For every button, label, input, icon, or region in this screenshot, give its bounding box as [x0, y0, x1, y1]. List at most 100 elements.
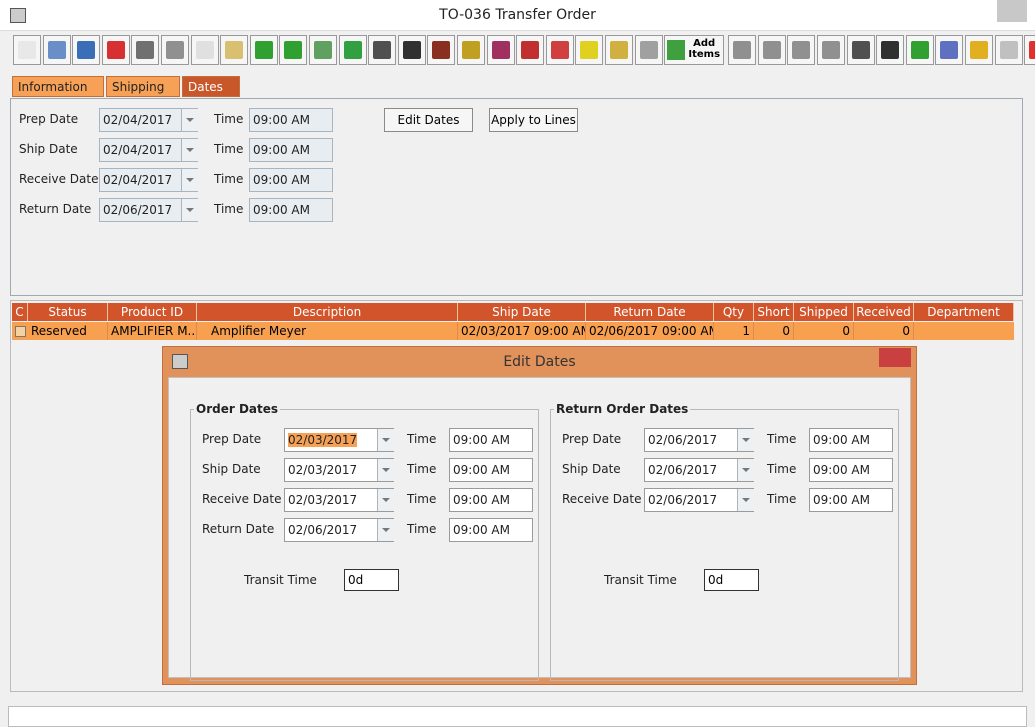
toolbar-icon [166, 41, 184, 59]
date-label: Return Date [202, 522, 275, 536]
date-field[interactable]: 02/03/2017 [284, 488, 394, 512]
time-label: Time [767, 462, 797, 476]
toolbar-icon [580, 41, 599, 59]
dialog-close[interactable] [879, 348, 911, 367]
time-field[interactable]: 09:00 AM [249, 108, 333, 132]
time-label: Time [214, 142, 244, 156]
toolbar-icon [225, 41, 244, 59]
column-header: Description [197, 303, 458, 321]
toolbar-icon [18, 41, 36, 59]
table-row[interactable] [12, 322, 1014, 340]
toolbar-icon [462, 41, 480, 59]
toolbar-icon [762, 41, 781, 59]
status-bar [8, 706, 1027, 727]
date-label: Prep Date [19, 112, 79, 126]
tab[interactable]: Information [12, 76, 104, 97]
date-label: Prep Date [202, 432, 262, 446]
toolbar-button[interactable] [634, 35, 663, 65]
dropdown-arrow[interactable] [377, 429, 394, 451]
time-label: Time [767, 432, 797, 446]
dropdown-arrow[interactable] [737, 489, 754, 511]
app-icon [10, 8, 26, 23]
table-cell: 0 [794, 322, 854, 340]
time-label: Time [407, 462, 437, 476]
date-field[interactable]: 02/06/2017 [644, 428, 754, 452]
toolbar-icon [999, 41, 1018, 59]
time-label: Time [214, 202, 244, 216]
column-header: C [12, 303, 28, 321]
table-cell: Reserved [28, 322, 108, 340]
time-label: Time [214, 172, 244, 186]
dropdown-arrow[interactable] [181, 169, 198, 191]
toolbar-icon [881, 41, 900, 59]
dropdown-arrow[interactable] [377, 489, 394, 511]
time-label: Time [407, 492, 437, 506]
tab[interactable]: Shipping [106, 76, 180, 97]
column-header: Status [28, 303, 108, 321]
toolbar-icon [136, 41, 155, 59]
time-label: Time [407, 432, 437, 446]
toolbar-icon [491, 41, 510, 59]
time-field[interactable]: 09:00 AM [249, 198, 333, 222]
time-field[interactable]: 09:00 AM [809, 488, 893, 512]
button[interactable]: Apply to Lines [489, 108, 578, 132]
toolbar-icon [373, 41, 392, 59]
toolbar-icon [77, 41, 96, 59]
table-cell: AMPLIFIER M... [108, 322, 197, 340]
dropdown-arrow[interactable] [181, 139, 198, 161]
time-field[interactable]: 09:00 AM [449, 488, 533, 512]
table-cell: 02/03/2017 09:00 AM [458, 322, 586, 340]
date-label: Prep Date [562, 432, 622, 446]
toolbar-icon [550, 41, 569, 59]
table-cell: 02/06/2017 09:00 AM [586, 322, 714, 340]
time-label: Time [214, 112, 244, 126]
date-field[interactable]: 02/06/2017 [644, 488, 754, 512]
column-header: Short [754, 303, 794, 321]
time-field[interactable]: 09:00 AM [449, 518, 533, 542]
row-checkbox[interactable] [15, 326, 26, 337]
column-header: Ship Date [458, 303, 586, 321]
close-button[interactable] [997, 0, 1027, 22]
toolbar-icon [402, 41, 421, 59]
dropdown-arrow[interactable] [737, 459, 754, 481]
dialog-title: Edit Dates [503, 354, 576, 370]
dropdown-arrow[interactable] [377, 459, 394, 481]
column-header: Received [854, 303, 914, 321]
column-header: Product ID [108, 303, 197, 321]
date-field[interactable]: 02/06/2017 [284, 518, 394, 542]
group-title: Return Order Dates [554, 402, 691, 416]
button[interactable]: Edit Dates [384, 108, 473, 132]
dropdown-arrow[interactable] [377, 519, 394, 541]
date-label: Ship Date [562, 462, 621, 476]
toolbar-button[interactable] [457, 35, 485, 65]
table-cell: Amplifier Meyer [197, 322, 458, 340]
toolbar-button[interactable] [13, 35, 41, 65]
date-label: Receive Date [19, 172, 99, 186]
date-field[interactable]: 02/03/2017 [284, 428, 394, 452]
dropdown-arrow[interactable] [737, 429, 754, 451]
dialog-close-x[interactable] [879, 348, 911, 367]
time-field[interactable]: 09:00 AM [249, 168, 333, 192]
toolbar-button[interactable] [338, 35, 367, 65]
title-bar [0, 0, 1035, 31]
toolbar-button[interactable] [486, 35, 515, 65]
time-label: Time [767, 492, 797, 506]
toolbar-icon [106, 41, 125, 59]
dropdown-arrow[interactable] [181, 199, 198, 221]
toolbar-button[interactable] [101, 35, 130, 65]
selection: 02/03/2017 [288, 433, 358, 447]
time-field[interactable]: 09:00 AM [809, 428, 893, 452]
tab[interactable]: Dates [182, 76, 240, 97]
table-cell: 0 [854, 322, 914, 340]
dropdown-arrow[interactable] [181, 109, 198, 131]
time-field[interactable]: 09:00 AM [449, 428, 533, 452]
time-field[interactable]: 09:00 AM [249, 138, 333, 162]
time-field[interactable]: 09:00 AM [809, 458, 893, 482]
time-field[interactable]: 09:00 AM [449, 458, 533, 482]
toolbar-icon [284, 41, 303, 59]
toolbar-icon [910, 41, 929, 59]
toolbar-icon [47, 41, 66, 59]
toolbar-icon [314, 41, 332, 59]
transit-field[interactable]: 0d [704, 569, 759, 591]
transit-field[interactable]: 0d [344, 569, 399, 591]
